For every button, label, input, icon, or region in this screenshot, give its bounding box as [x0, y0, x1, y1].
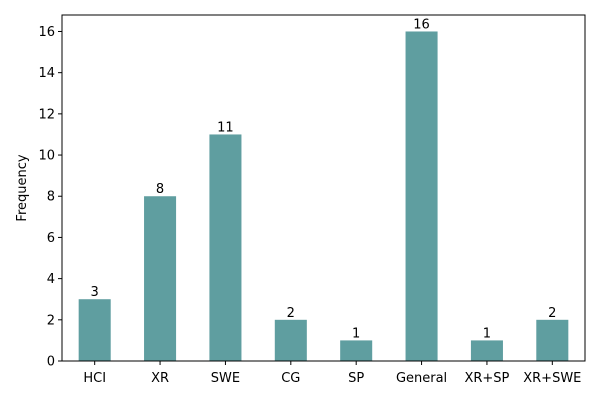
bar-hci	[78, 299, 111, 361]
data-label: 16	[413, 17, 430, 32]
bar-xr-sp	[470, 340, 503, 361]
x-tick-label: SWE	[211, 371, 240, 386]
x-axis: HCI XR SWE CG SP General XR+SP XR+SWE	[83, 361, 581, 386]
bar-swe	[209, 134, 242, 361]
data-label: 11	[217, 120, 234, 135]
y-axis-label: Frequency	[15, 154, 30, 221]
y-tick-label: 6	[47, 231, 55, 246]
y-tick-label: 8	[47, 190, 55, 205]
x-tick-label: XR	[151, 371, 169, 386]
x-tick-label: General	[396, 371, 447, 386]
y-tick-label: 16	[38, 25, 55, 40]
y-tick-label: 2	[47, 313, 55, 328]
y-tick-label: 10	[38, 149, 55, 164]
bar-xr-swe	[536, 319, 569, 361]
bars-group	[78, 31, 569, 361]
data-labels-group: 3 8 11 2 1 16 1 2	[91, 17, 557, 341]
data-label: 2	[548, 306, 556, 321]
x-tick-label: CG	[281, 371, 300, 386]
bar-sp	[340, 340, 373, 361]
y-tick-label: 14	[38, 66, 55, 81]
plot-frame	[61, 14, 586, 362]
data-label: 2	[287, 306, 295, 321]
bar-general	[405, 31, 438, 361]
x-tick-label: XR+SP	[464, 371, 509, 386]
x-tick-label: XR+SWE	[523, 371, 581, 386]
data-label: 1	[352, 326, 360, 341]
x-tick-label: SP	[348, 371, 364, 386]
y-tick-label: 0	[47, 355, 55, 370]
y-axis: 0 2 4 6 8 10 12 14 16	[38, 25, 62, 370]
y-tick-label: 4	[47, 272, 55, 287]
data-label: 3	[91, 285, 99, 300]
bar-xr	[144, 196, 177, 361]
data-label: 1	[483, 326, 491, 341]
data-label: 8	[156, 182, 164, 197]
y-tick-label: 12	[38, 107, 55, 122]
x-tick-label: HCI	[83, 371, 106, 386]
bar-cg	[274, 319, 307, 361]
